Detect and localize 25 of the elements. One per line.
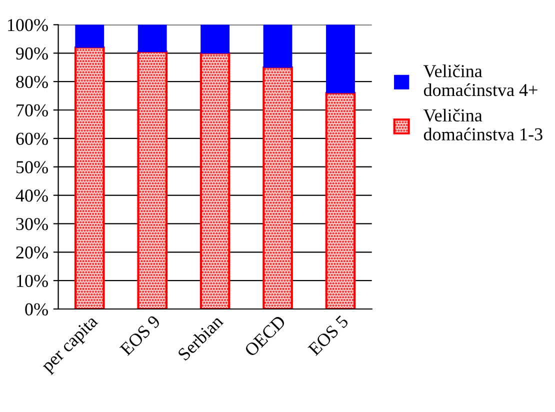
x-tick-label: EOS 9 bbox=[119, 314, 161, 356]
x-tick-label: EOS 5 bbox=[308, 314, 349, 356]
bar bbox=[137, 50, 168, 309]
bar bbox=[74, 46, 105, 309]
y-tick-label: 100% bbox=[8, 18, 48, 32]
bar bbox=[138, 24, 167, 52]
legend-label: Veličina domaćinstva 1-3 bbox=[423, 108, 542, 140]
y-tick-label: 20% bbox=[16, 246, 48, 259]
bar bbox=[200, 52, 230, 309]
y-tick-label: 30% bbox=[16, 218, 48, 230]
bar bbox=[326, 24, 355, 94]
y-tick-label: 0% bbox=[25, 303, 48, 316]
bar bbox=[263, 24, 292, 68]
y-tick-label: 40% bbox=[16, 190, 48, 202]
y-tick-label: 10% bbox=[17, 274, 48, 288]
bar bbox=[200, 24, 230, 54]
bar bbox=[262, 66, 293, 309]
y-tick-label: 70% bbox=[16, 104, 48, 117]
y-tick-label: 50% bbox=[16, 161, 48, 174]
y-tick-label: 80% bbox=[16, 76, 48, 88]
bar bbox=[325, 92, 356, 309]
legend-label: Veličina domaćinstva 4+ bbox=[423, 64, 538, 96]
bar bbox=[75, 24, 104, 48]
y-tick-label: 60% bbox=[16, 132, 48, 145]
y-tick-label: 90% bbox=[16, 47, 48, 60]
